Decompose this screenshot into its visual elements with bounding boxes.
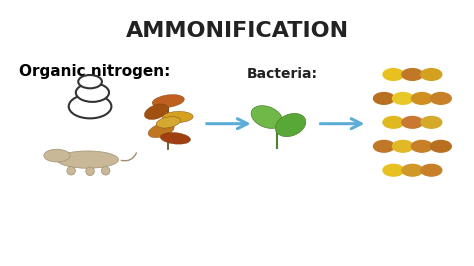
Ellipse shape — [275, 113, 306, 137]
Circle shape — [383, 117, 404, 128]
Ellipse shape — [101, 167, 110, 175]
Ellipse shape — [156, 117, 181, 128]
Ellipse shape — [86, 167, 94, 176]
Ellipse shape — [163, 111, 193, 123]
Ellipse shape — [148, 123, 174, 138]
Text: Bacteria:: Bacteria: — [246, 66, 318, 81]
Ellipse shape — [44, 149, 70, 162]
Circle shape — [430, 140, 451, 152]
Circle shape — [421, 69, 442, 80]
Ellipse shape — [152, 95, 184, 107]
Circle shape — [383, 69, 404, 80]
Circle shape — [78, 75, 102, 88]
Circle shape — [392, 140, 413, 152]
Circle shape — [411, 140, 432, 152]
Circle shape — [383, 164, 404, 176]
Ellipse shape — [251, 106, 283, 128]
Text: Organic nitrogen:: Organic nitrogen: — [19, 64, 170, 79]
Circle shape — [374, 93, 394, 104]
Circle shape — [402, 117, 423, 128]
Circle shape — [402, 164, 423, 176]
Text: AMMONIFICATION: AMMONIFICATION — [126, 21, 348, 41]
FancyArrowPatch shape — [320, 119, 361, 129]
Circle shape — [69, 94, 111, 118]
FancyArrowPatch shape — [121, 153, 137, 161]
Circle shape — [430, 93, 451, 104]
Circle shape — [402, 69, 423, 80]
Ellipse shape — [67, 167, 75, 175]
Circle shape — [411, 93, 432, 104]
Ellipse shape — [160, 132, 191, 144]
Circle shape — [392, 93, 413, 104]
Circle shape — [374, 140, 394, 152]
Circle shape — [421, 164, 442, 176]
Ellipse shape — [57, 151, 118, 168]
Circle shape — [421, 117, 442, 128]
Ellipse shape — [145, 104, 168, 119]
FancyArrowPatch shape — [207, 119, 247, 129]
Circle shape — [76, 83, 109, 102]
